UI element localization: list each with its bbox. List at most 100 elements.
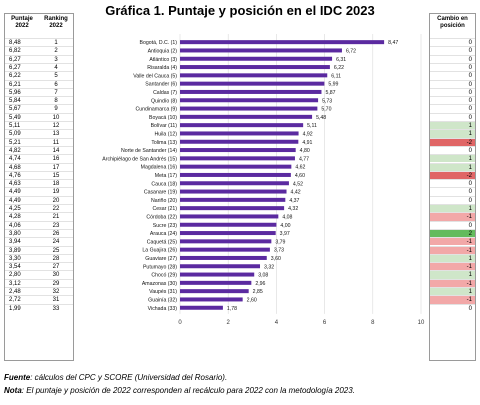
rank-change-cell: -1 [430,212,475,221]
score-2022-cell: 1,99 [5,303,39,312]
rank-2022-cell: 23 [39,220,73,229]
value-label-26: 3,60 [271,256,281,262]
category-label-2: Atlántico (3) [149,57,177,63]
score-2022-cell: 4,25 [5,204,39,212]
rank-2022-cell: 17 [39,162,73,171]
chart-title: Gráfica 1. Puntaje y posición en el IDC … [105,3,375,18]
bar-10 [180,123,304,128]
score-2022-cell: 4,28 [5,212,39,220]
rank-change-cell: 0 [430,195,475,204]
bar-3 [180,65,330,70]
rank-2022-cell: 29 [39,278,73,287]
score-2022-cell: 2,80 [5,270,39,278]
category-label-23: Arauca (24) [150,231,177,237]
bar-8 [180,106,318,111]
bar-0 [180,40,385,45]
category-label-29: Amazonas (30) [142,281,177,287]
value-label-7: 5,73 [322,98,332,104]
rank-2022-cell: 30 [39,270,73,278]
value-label-10: 5,11 [307,123,317,129]
rank-2022-cell: 21 [39,212,73,220]
x-tick-label-4: 8 [371,320,375,326]
category-label-30: Vaupés (31) [149,289,177,295]
category-label-22: Sucre (23) [153,223,177,229]
score-2022-cell: 5,09 [5,129,39,137]
header-change-line1: Cambio en [437,16,468,22]
bar-13 [180,148,296,153]
rank-2022-cell: 18 [39,179,73,187]
bar-25 [180,247,270,252]
category-label-0: Bogotá, D.C. (1) [140,40,178,46]
value-label-16: 4,60 [295,173,305,179]
rank-2022-cell: 1 [39,38,73,46]
score-2022-cell: 4,76 [5,170,39,179]
score-2022-cell: 4,06 [5,220,39,229]
rank-2022-cell: 5 [39,71,73,79]
score-2022-cell: 4,74 [5,154,39,162]
rank-change-cell: 1 [430,121,475,130]
rank-change-cell: 0 [430,187,475,196]
header-change: Cambio en posición [430,16,475,30]
rank-change-cell: -1 [430,245,475,254]
rank-2022-cell: 12 [39,121,73,129]
rank-change-cell: 0 [430,220,475,229]
category-label-6: Caldas (7) [153,90,177,96]
bar-18 [180,189,287,194]
rank-change-cell: 0 [430,46,475,55]
rank-2022-cell: 8 [39,96,73,104]
score-2022-cell: 3,94 [5,237,39,245]
header-change-line2: posición [440,23,465,29]
header-score-line1: Puntaje [11,16,33,22]
score-2022-cell: 6,27 [5,62,39,71]
rank-2022-cell: 22 [39,204,73,212]
value-label-25: 3,73 [274,248,284,254]
rank-2022-cell: 28 [39,253,73,262]
score-2022-cell: 5,84 [5,96,39,104]
score-2022-cell: 6,21 [5,79,39,88]
header-rank-line1: Ranking [44,16,68,22]
bar-5 [180,81,325,86]
rank-2022-cell: 31 [39,295,73,303]
rank-change-cell: -1 [430,278,475,287]
bar-30 [180,289,249,294]
bar-20 [180,206,285,211]
x-tick-label-5: 10 [418,320,425,326]
score-2022-cell: 6,82 [5,46,39,54]
bar-24 [180,239,272,244]
rank-2022-cell: 6 [39,79,73,88]
category-label-13: Norte de Santander (14) [121,148,177,154]
score-2022-cell: 2,48 [5,287,39,295]
rank-2022-cell: 20 [39,195,73,204]
category-label-32: Vichada (33) [148,306,178,312]
rank-change-cell: 1 [430,129,475,138]
rank-change-cell: 0 [430,54,475,63]
rank-change-cell: -2 [430,137,475,146]
category-label-11: Huila (12) [155,131,178,137]
rank-change-cell: 1 [430,253,475,263]
value-label-20: 4,32 [288,206,298,212]
category-label-8: Cundinamarca (9) [135,107,177,113]
x-tick-label-0: 0 [178,320,182,326]
rank-2022-cell: 26 [39,228,73,237]
score-2022-cell: 3,80 [5,228,39,237]
value-label-21: 4,08 [282,214,292,220]
bar-9 [180,114,313,119]
value-label-11: 4,92 [303,131,313,137]
bar-28 [180,272,255,277]
bar-7 [180,98,319,103]
score-2022-cell: 2,72 [5,295,39,303]
rank-change-cell: 0 [430,87,475,97]
header-score-line2: 2022 [15,23,29,29]
category-label-28: Chocó (29) [151,273,177,279]
bar-6 [180,89,322,94]
rank-2022-cell: 16 [39,154,73,162]
x-tick-label-2: 4 [275,320,279,326]
category-label-1: Antioquia (2) [148,48,178,54]
rank-change-cell: 0 [430,71,475,80]
score-2022-cell: 5,67 [5,104,39,112]
rank-2022-cell: 24 [39,237,73,245]
category-label-24: Caquetá (25) [147,239,178,245]
bar-32 [180,305,223,310]
category-label-7: Quindío (8) [151,98,177,104]
